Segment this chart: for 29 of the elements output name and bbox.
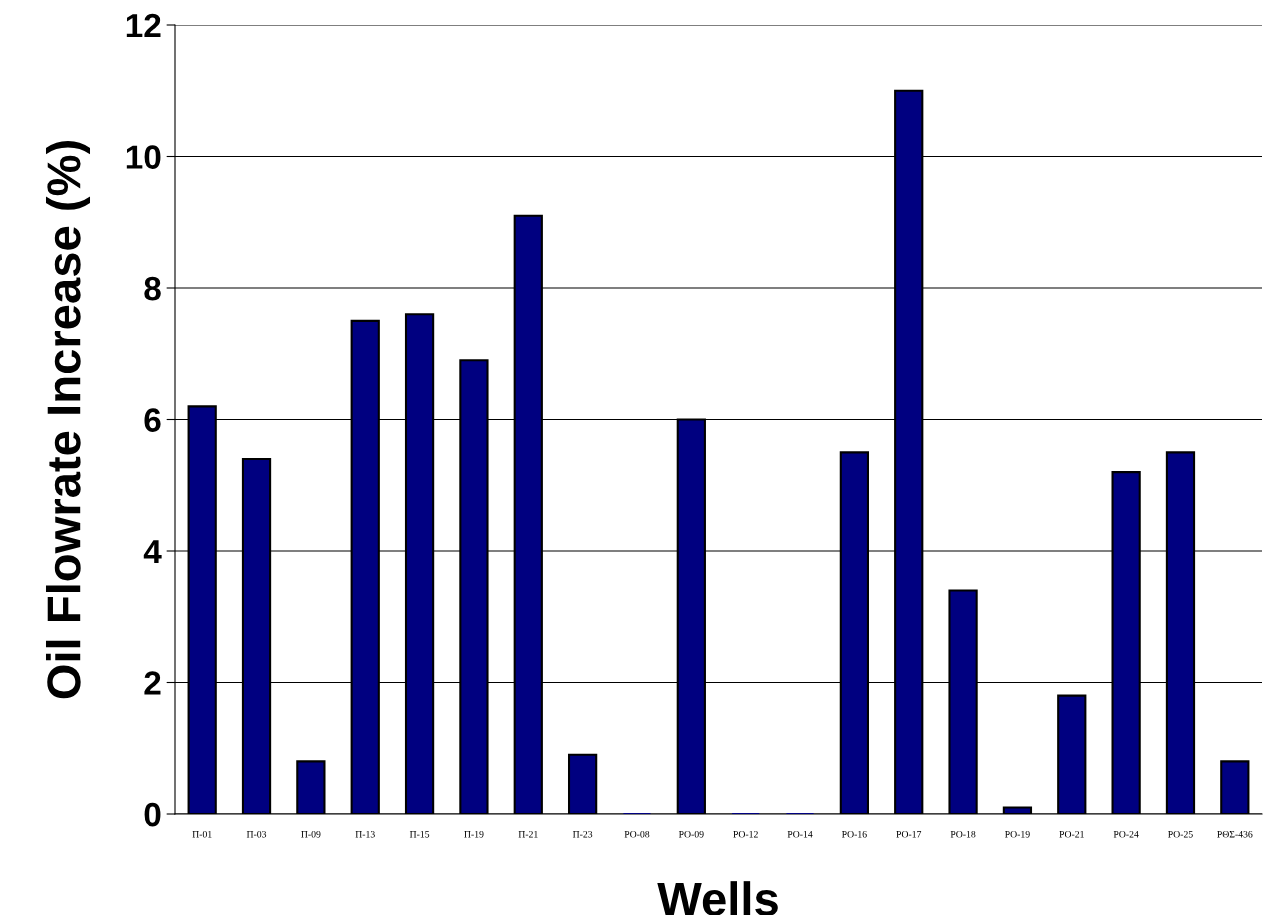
x-tick-label: ΡΟ-21	[1059, 830, 1084, 838]
x-tick-label: ΡΟ-16	[841, 830, 867, 838]
x-tick-label: ΡΟ-19	[1005, 830, 1030, 838]
y-tick-label: 10	[126, 145, 161, 169]
y-axis-title: Oil Flowrate Increase (%)	[45, 141, 91, 699]
x-tick-label: ΡΟ-17	[896, 830, 922, 838]
x-tick-label: Π-09	[301, 830, 321, 838]
x-tick-label: ΡΟ-14	[787, 830, 813, 838]
y-tick-label: 2	[144, 671, 161, 695]
y-tick-label: 12	[126, 13, 161, 38]
x-tick-label: Π-21	[518, 830, 538, 838]
x-tick-label: Π-13	[355, 830, 375, 838]
x-tick-label: ΡΟ-09	[678, 830, 704, 838]
x-tick-label: Π-15	[409, 830, 430, 838]
x-tick-label: Π-03	[246, 830, 267, 838]
x-tick-label: Π-19	[464, 830, 484, 838]
x-tick-label: ΡΟ-24	[1113, 830, 1139, 838]
x-tick-label: ΡΟ-25	[1168, 830, 1193, 838]
y-tick-label: 8	[144, 276, 161, 301]
y-tick-label: 6	[144, 408, 161, 432]
y-tick-label: 0	[144, 802, 161, 827]
x-tick-label: Π-01	[192, 830, 212, 838]
y-tick-label: 4	[143, 540, 162, 564]
x-tick-label: Π-23	[572, 830, 593, 838]
x-tick-label: ΡΟ-18	[950, 830, 976, 838]
x-tick-label: ΡΟ-08	[624, 830, 650, 838]
x-axis-title: Wells	[657, 881, 778, 915]
x-tick-label: ΡΘΣ-436	[1217, 830, 1253, 838]
x-tick-label: ΡΟ-12	[733, 830, 758, 838]
